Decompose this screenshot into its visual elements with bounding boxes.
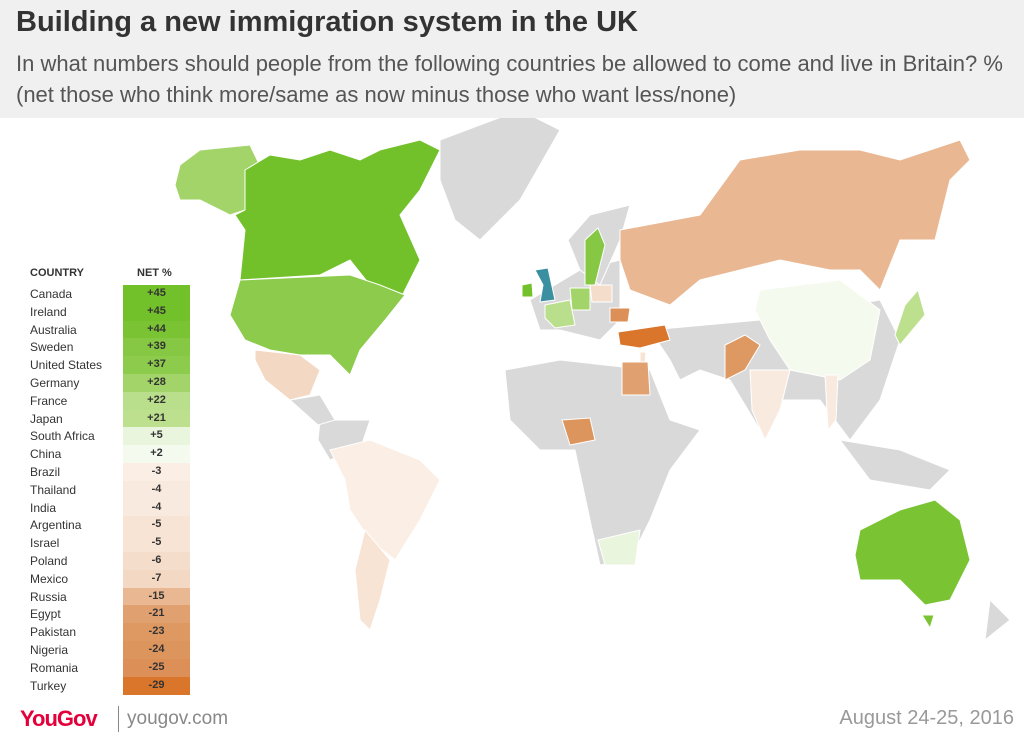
net-value: +28	[123, 374, 190, 393]
date: August 24-25, 2016	[839, 707, 1014, 729]
net-value: -15	[123, 587, 190, 606]
net-value: -4	[123, 498, 190, 517]
country-name: Pakistan	[30, 625, 77, 640]
country-name: Thailand	[30, 482, 77, 497]
site: yougov.com	[127, 708, 229, 729]
country-name: Romania	[30, 660, 79, 675]
country-name: Japan	[30, 411, 63, 426]
net-value: +5	[123, 427, 190, 446]
country-name: Egypt	[30, 607, 61, 622]
title: Building a new immigration system in the…	[16, 6, 638, 38]
country-name: Nigeria	[30, 643, 69, 657]
country-name: Canada	[30, 287, 73, 301]
country-name: India	[30, 500, 57, 515]
country-name: China	[30, 447, 62, 462]
net-value: -4	[123, 480, 190, 500]
header: Building a new immigration system in the…	[0, 0, 1024, 118]
net-value: +44	[123, 320, 190, 339]
country-name: United States	[30, 358, 103, 373]
net-value: -23	[123, 623, 190, 642]
column-header: COUNTRY	[30, 267, 84, 279]
net-value: -5	[123, 534, 190, 553]
country-name: Israel	[30, 536, 60, 551]
net-value: +22	[123, 391, 190, 411]
net-value: +39	[123, 338, 190, 357]
country-name: Sweden	[30, 340, 74, 355]
country-name: Germany	[30, 376, 80, 390]
net-value: -24	[123, 641, 190, 660]
country-name: Mexico	[30, 571, 69, 586]
divider	[118, 706, 119, 732]
country-name: Ireland	[30, 304, 67, 319]
country-name: France	[30, 393, 68, 408]
net-value: +45	[123, 285, 190, 304]
net-value: +2	[123, 445, 190, 464]
country-name: Brazil	[30, 465, 61, 479]
net-value: +37	[123, 356, 190, 375]
country-name: Australia	[30, 322, 77, 337]
net-value: -21	[123, 605, 190, 624]
net-value: -5	[123, 516, 190, 535]
world-map	[174, 118, 1011, 642]
subtitle: In what numbers should people from the f…	[16, 51, 1003, 107]
net-value: -3	[123, 463, 190, 482]
logo: YouGov	[20, 706, 98, 731]
country-name: Poland	[30, 554, 68, 568]
country-name: Turkey	[30, 678, 67, 693]
net-value: +21	[123, 409, 190, 428]
net-value: -29	[123, 676, 190, 695]
country-name: Argentina	[30, 518, 82, 533]
net-value: -6	[123, 552, 190, 571]
country-name: South Africa	[30, 429, 95, 444]
net-value: -25	[123, 658, 190, 678]
net-value: -7	[123, 569, 190, 589]
country-name: Russia	[30, 589, 67, 604]
column-header: NET %	[137, 267, 172, 279]
net-value: +45	[123, 302, 190, 322]
